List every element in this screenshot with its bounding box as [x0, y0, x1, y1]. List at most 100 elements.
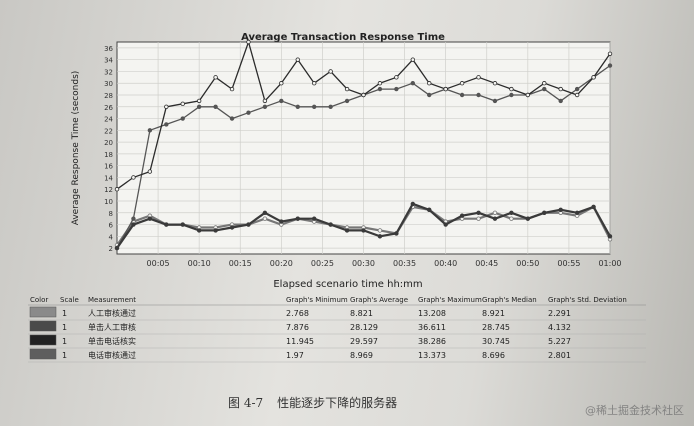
data-point: [394, 86, 399, 92]
data-point: [328, 69, 333, 74]
scale-cell: 1: [62, 309, 67, 318]
chart-title: Average Transaction Response Time: [241, 32, 445, 43]
data-point: [558, 98, 563, 104]
table-header: Color Scale Measurement Graph's Minimum Grap…: [28, 296, 646, 306]
y-tick-label: 22: [104, 127, 113, 135]
data-point: [427, 207, 432, 213]
table-header-cell: Graph's Average: [350, 296, 408, 304]
data-point: [377, 81, 383, 86]
data-point: [131, 216, 136, 221]
stat-cell-avg: 8.821: [350, 309, 373, 318]
data-point: [279, 98, 284, 104]
x-tick-label: 00:05: [147, 259, 170, 268]
y-tick-label: 28: [104, 92, 113, 100]
watermark: @稀土掘金技术社区: [585, 404, 684, 417]
y-tick-label: 24: [104, 116, 113, 124]
data-point: [196, 98, 202, 104]
data-point: [262, 210, 268, 215]
y-tick-label: 16: [104, 163, 113, 171]
data-point: [147, 169, 153, 174]
table-body: 1 人工审核通过 2.768 8.821 13.208 8.921 2.291 1 单击人工审核…: [28, 306, 646, 363]
data-point: [114, 245, 120, 251]
data-point: [164, 222, 169, 227]
data-point: [476, 216, 481, 221]
x-tick-label: 00:20: [270, 259, 293, 268]
x-tick-label: 01:00: [598, 259, 621, 268]
stat-cell-median: 8.921: [482, 309, 505, 318]
scale-cell: 1: [62, 351, 67, 360]
data-point: [328, 222, 333, 227]
figure-caption: 图 4-7 性能逐步下降的服务器: [228, 394, 411, 411]
data-point: [410, 81, 415, 86]
data-point: [312, 81, 317, 86]
figure-number: 图 4-7: [228, 396, 264, 410]
stat-cell-min: 7.876: [286, 323, 309, 332]
y-tick-label: 12: [104, 186, 113, 194]
measurement-cell: 单击电话核实: [88, 336, 136, 346]
data-point: [492, 81, 498, 86]
x-tick-label: 00:25: [311, 259, 334, 268]
stat-cell-median: 30.745: [482, 337, 510, 346]
data-point: [574, 210, 580, 215]
y-tick-label: 20: [104, 139, 113, 147]
stat-cell-std: 4.132: [548, 323, 571, 332]
x-axis: 00:05 00:10 00:15 00:20 00:25 00:30 00:35 00:40…: [147, 259, 622, 268]
data-point: [607, 234, 613, 239]
table-header-cell: Graph's Maximum: [418, 296, 482, 304]
data-point: [542, 210, 547, 215]
scale-cell: 1: [62, 323, 67, 332]
y-tick-label: 26: [104, 104, 113, 112]
y-tick-label: 8: [109, 210, 113, 218]
data-point: [443, 222, 448, 227]
data-point: [591, 204, 596, 210]
color-swatch: [29, 320, 57, 332]
series-layer: [114, 39, 613, 251]
data-point: [459, 81, 465, 86]
data-point: [295, 104, 300, 109]
data-point: [180, 101, 185, 107]
stat-cell-avg: 28.129: [350, 323, 378, 332]
data-point: [180, 222, 185, 227]
y-tick-label: 4: [109, 233, 114, 241]
stat-cell-std: 5.227: [548, 337, 571, 346]
legend-table-svg: Color Scale Measurement Graph's Minimum Grap…: [28, 296, 646, 363]
data-point: [262, 98, 268, 104]
series-3: [114, 201, 613, 251]
color-swatch: [29, 306, 57, 318]
table-header-cell: Graph's Median: [482, 296, 537, 304]
data-point: [542, 81, 547, 86]
stat-cell-min: 2.768: [286, 309, 309, 318]
y-tick-label: 6: [109, 222, 114, 230]
data-point: [344, 228, 350, 233]
stat-cell-std: 2.801: [548, 351, 571, 360]
stat-cell-avg: 29.597: [350, 337, 378, 346]
data-point: [574, 86, 580, 92]
x-tick-label: 00:40: [434, 259, 457, 268]
data-point: [361, 228, 366, 233]
data-point: [591, 75, 596, 80]
data-point: [147, 216, 153, 221]
data-point: [196, 228, 202, 233]
data-point: [525, 92, 531, 98]
x-axis-label: Elapsed scenario time hh:mm: [273, 279, 422, 290]
data-point: [344, 86, 350, 92]
stat-cell-avg: 8.969: [350, 351, 373, 360]
data-point: [229, 116, 235, 121]
data-point: [476, 210, 481, 215]
stat-cell-min: 1.97: [286, 351, 304, 360]
measurement-cell: 单击人工审核: [88, 322, 136, 332]
x-tick-label: 00:45: [475, 259, 498, 268]
y-tick-label: 10: [104, 198, 113, 206]
data-point: [147, 128, 153, 133]
color-swatch: [29, 348, 57, 360]
grid: [117, 42, 611, 254]
series-2: [114, 39, 613, 192]
data-point: [509, 216, 514, 221]
y-axis-label: Average Response Time (seconds): [71, 71, 81, 226]
x-tick-label: 00:35: [393, 259, 416, 268]
measurement-cell: 人工审核通过: [88, 308, 136, 318]
x-tick-label: 00:30: [352, 259, 375, 268]
stat-cell-max: 13.373: [418, 351, 446, 360]
data-point: [114, 187, 120, 192]
